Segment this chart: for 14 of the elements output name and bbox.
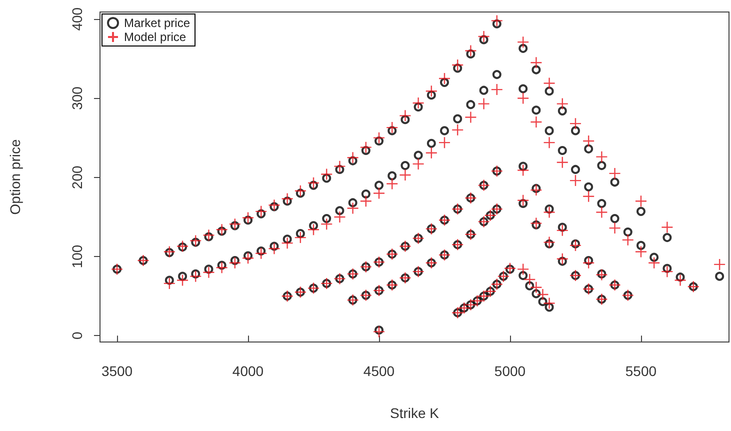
y-tick-label: 400 (69, 7, 85, 31)
y-tick-label: 200 (69, 166, 85, 190)
x-tick-label: 4500 (363, 363, 395, 379)
x-tick-label: 5500 (625, 363, 657, 379)
legend-label: Market price (124, 16, 190, 30)
y-tick-label: 0 (69, 332, 85, 340)
x-tick-label: 5000 (494, 363, 526, 379)
x-tick-label: 3500 (101, 363, 133, 379)
y-axis-title: Option price (7, 139, 23, 215)
x-axis-title: Strike K (390, 405, 440, 421)
y-tick-label: 300 (69, 86, 85, 110)
x-tick-label: 4000 (232, 363, 264, 379)
legend-label: Model price (124, 30, 186, 44)
y-tick-label: 100 (69, 244, 85, 268)
